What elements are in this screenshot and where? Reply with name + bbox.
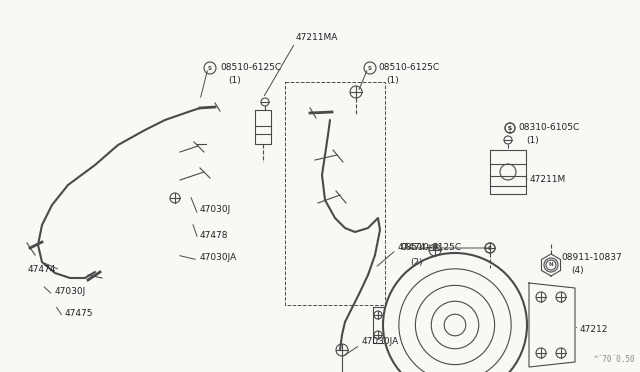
Text: (1): (1) <box>228 76 241 84</box>
Text: 47030J: 47030J <box>200 205 231 215</box>
Text: (1): (1) <box>526 135 539 144</box>
Text: (4): (4) <box>571 266 584 276</box>
Text: 47211MA: 47211MA <box>296 33 339 42</box>
Text: 08510-6125C: 08510-6125C <box>378 64 439 73</box>
Text: 47474: 47474 <box>28 266 56 275</box>
Text: S: S <box>208 65 212 71</box>
Text: S: S <box>368 65 372 71</box>
Text: 08911-10837: 08911-10837 <box>561 253 621 262</box>
Text: S: S <box>508 125 512 131</box>
Text: 47475: 47475 <box>65 310 93 318</box>
Text: 08510-6125C: 08510-6125C <box>400 244 461 253</box>
Text: 47212: 47212 <box>580 326 609 334</box>
Text: S: S <box>488 246 492 250</box>
Text: 47211M: 47211M <box>530 176 566 185</box>
Text: (1): (1) <box>386 76 399 84</box>
Text: S: S <box>508 125 512 131</box>
Text: 47030JA: 47030JA <box>362 337 399 346</box>
Text: 47478: 47478 <box>200 231 228 240</box>
Text: 08510-6125C: 08510-6125C <box>220 64 281 73</box>
Text: ^´70´0.50: ^´70´0.50 <box>593 355 635 364</box>
Text: 47030JA: 47030JA <box>200 253 237 263</box>
Text: 47474+A: 47474+A <box>398 244 440 253</box>
Text: (2): (2) <box>410 257 422 266</box>
Text: N: N <box>548 263 554 267</box>
Text: 08310-6105C: 08310-6105C <box>518 124 579 132</box>
Text: 47030J: 47030J <box>55 288 86 296</box>
